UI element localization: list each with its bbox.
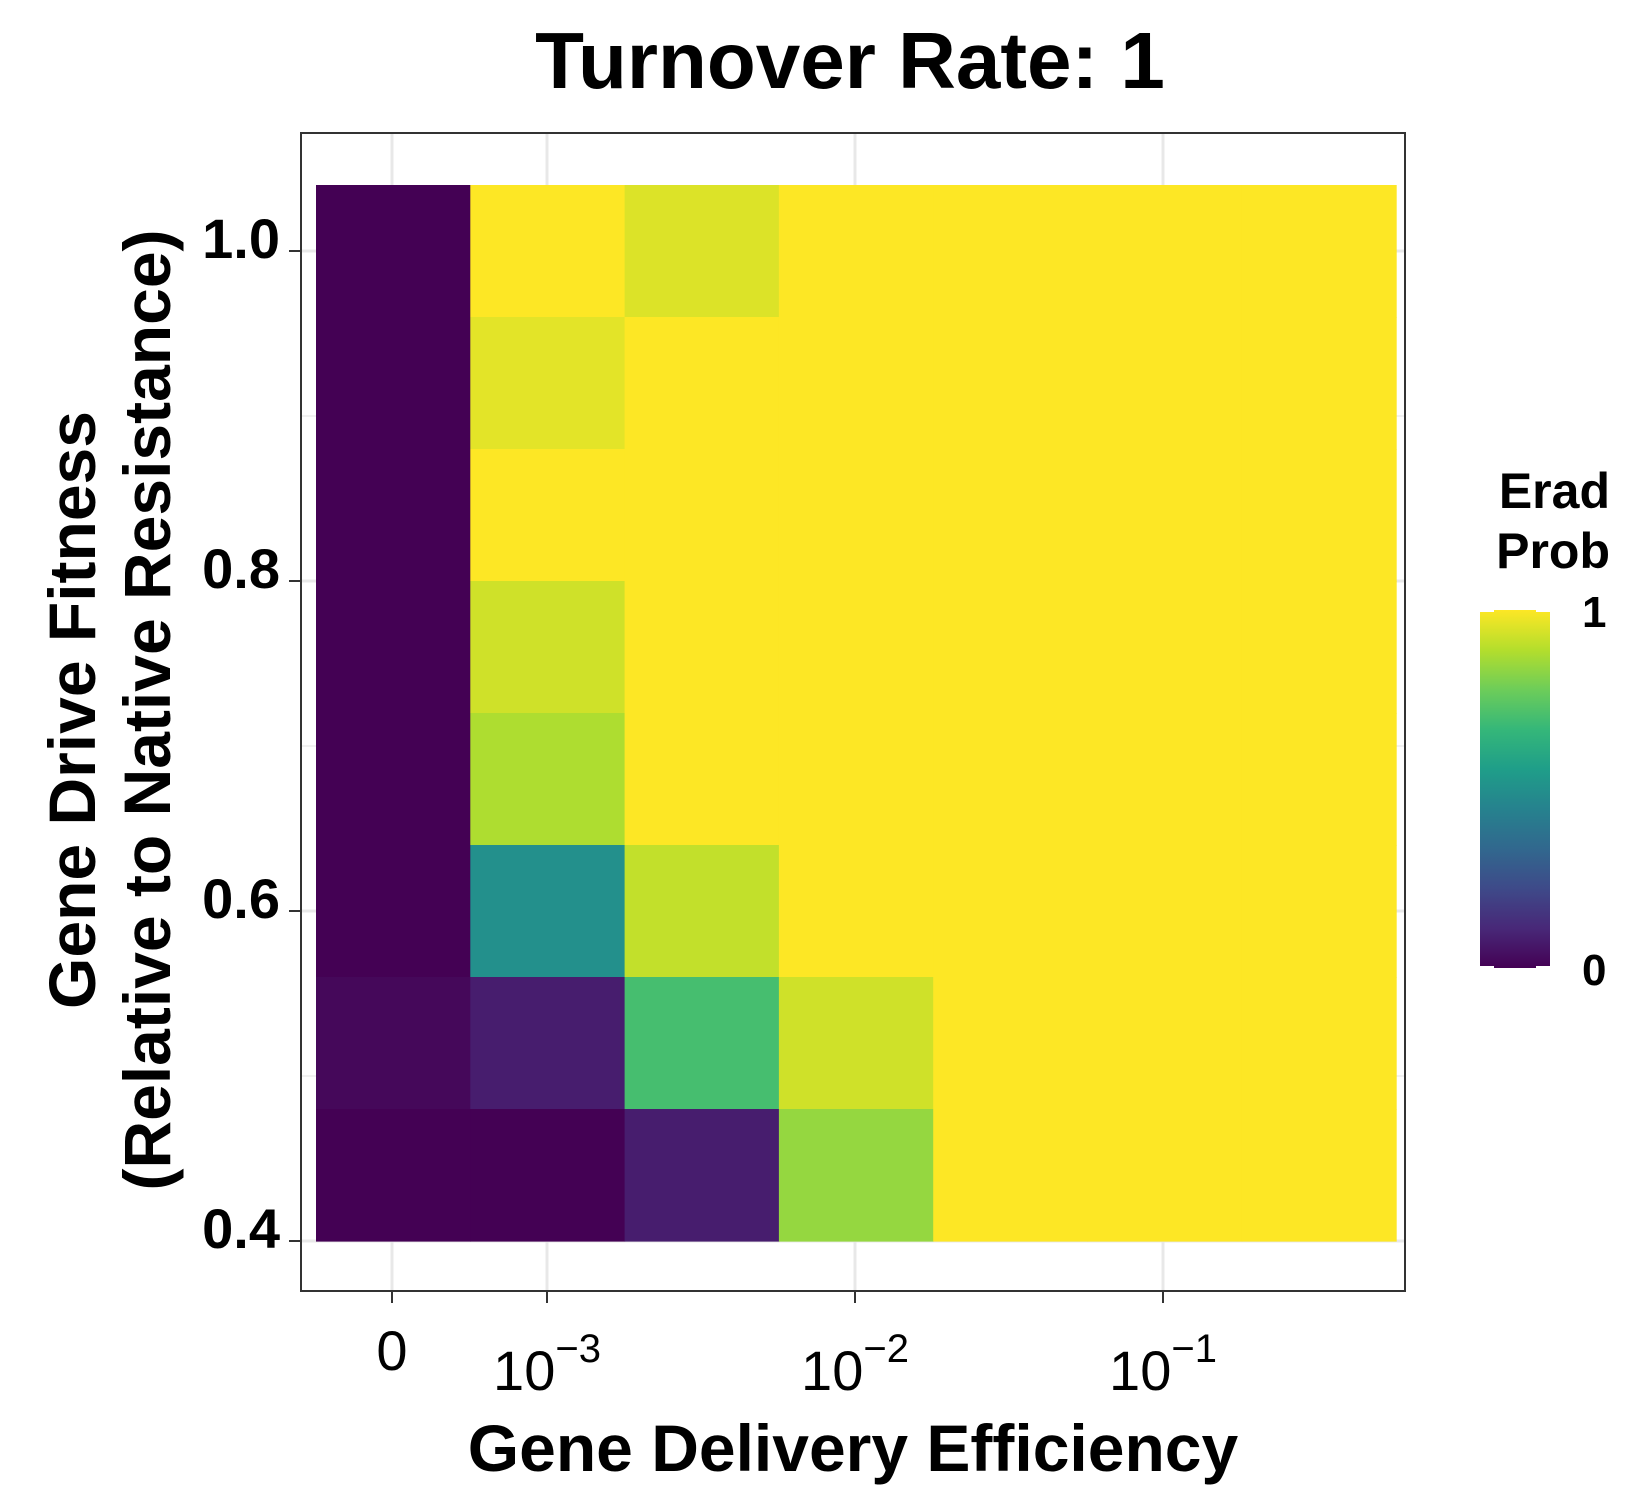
- legend-title-line-2: Prob: [1496, 523, 1610, 579]
- heatmap-cell: [933, 581, 1089, 714]
- heatmap-cell: [470, 977, 626, 1110]
- y-axis-title-line-1: Gene Drive Fitness: [35, 411, 109, 1009]
- y-tick-label: 0.4: [202, 1197, 280, 1260]
- legend-min-label: 0: [1582, 946, 1606, 995]
- heatmap-cell: [316, 977, 471, 1110]
- heatmap-cell: [316, 1109, 471, 1242]
- heatmap-cell: [933, 317, 1089, 450]
- heatmap-cell: [933, 977, 1089, 1110]
- x-tick-marks: [391, 1291, 1164, 1303]
- heatmap-cell: [316, 845, 471, 978]
- x-tick-base: 10: [1109, 1339, 1171, 1402]
- heatmap-cell: [624, 449, 780, 582]
- heatmap-cell: [1087, 845, 1243, 978]
- x-tick-exponent: −2: [863, 1327, 909, 1371]
- heatmap-cell: [1241, 845, 1397, 978]
- x-axis: 0 10−3 10−2 10−1: [376, 1291, 1217, 1402]
- heatmap-cell: [778, 581, 934, 714]
- heatmap-cell: [1241, 977, 1397, 1110]
- y-tick-label: 0.6: [202, 867, 280, 930]
- heatmap-cell: [933, 185, 1089, 318]
- heatmap-cell: [1087, 317, 1243, 450]
- heatmap-cell: [1087, 581, 1243, 714]
- heatmap-cell: [624, 317, 780, 450]
- x-tick-base: 10: [801, 1339, 863, 1402]
- x-tick-base: 0: [376, 1319, 407, 1382]
- heatmap-cell: [1087, 977, 1243, 1110]
- legend-max-label: 1: [1582, 588, 1606, 637]
- heatmap-cell: [316, 449, 471, 582]
- heatmap-cell: [470, 581, 626, 714]
- heatmap-cell: [1087, 1109, 1243, 1242]
- heatmap-cell: [470, 845, 626, 978]
- x-axis-title: Gene Delivery Efficiency: [468, 1411, 1239, 1485]
- heatmap-cell: [778, 713, 934, 846]
- heatmap-cell: [624, 1109, 780, 1242]
- heatmap-cell: [1087, 713, 1243, 846]
- legend-title-line-1: Erad: [1499, 463, 1610, 519]
- heatmap-cell: [1241, 185, 1397, 318]
- heatmap-cell: [316, 185, 471, 318]
- heatmap-cell: [778, 317, 934, 450]
- x-tick-base: 10: [493, 1339, 555, 1402]
- y-tick-label: 0.8: [202, 537, 280, 600]
- chart-title: Turnover Rate: 1: [535, 16, 1165, 105]
- heatmap-cell: [933, 713, 1089, 846]
- heatmap-cell: [624, 977, 780, 1110]
- heatmap-cell: [470, 1109, 626, 1242]
- heatmap-cell: [624, 713, 780, 846]
- heatmap-cells: [316, 185, 1397, 1242]
- x-tick-label: 0: [376, 1319, 407, 1382]
- heatmap-cell: [470, 713, 626, 846]
- x-tick-exponent: −3: [555, 1327, 601, 1371]
- heatmap-cell: [933, 845, 1089, 978]
- y-axis-title-line-2: (Relative to Native Resistance): [110, 229, 184, 1190]
- heatmap-cell: [470, 185, 626, 318]
- x-tick-label: 10−3: [493, 1327, 601, 1402]
- heatmap-cell: [778, 1109, 934, 1242]
- heatmap-cell: [1241, 1109, 1397, 1242]
- heatmap-cell: [778, 977, 934, 1110]
- heatmap-cell: [933, 449, 1089, 582]
- x-tick-label: 10−2: [801, 1327, 909, 1402]
- heatmap-cell: [1087, 449, 1243, 582]
- heatmap-cell: [624, 845, 780, 978]
- colorbar-legend: Erad Prob 1 0: [1480, 463, 1610, 995]
- heatmap-cell: [1241, 449, 1397, 582]
- heatmap-cell: [624, 581, 780, 714]
- heatmap-cell: [1241, 713, 1397, 846]
- heatmap-cell: [316, 581, 471, 714]
- y-axis-title: Gene Drive Fitness (Relative to Native R…: [35, 229, 184, 1190]
- heatmap-cell: [316, 713, 471, 846]
- y-tick-marks: [289, 250, 301, 1242]
- x-tick-label: 10−1: [1109, 1327, 1217, 1402]
- heatmap-cell: [1087, 185, 1243, 318]
- heatmap-cell: [933, 1109, 1089, 1242]
- heatmap-cell: [778, 185, 934, 318]
- heatmap-cell: [470, 449, 626, 582]
- y-axis: 1.0 0.8 0.6 0.4: [202, 207, 301, 1260]
- colorbar: [1480, 610, 1550, 968]
- y-tick-label: 1.0: [202, 207, 280, 270]
- x-tick-exponent: −1: [1171, 1327, 1217, 1371]
- plot-panel-border: [300, 132, 1406, 1292]
- heatmap-cell: [470, 317, 626, 450]
- heatmap-cell: [778, 845, 934, 978]
- heatmap-cell: [1241, 317, 1397, 450]
- heatmap-cell: [1241, 581, 1397, 714]
- heatmap-cell: [778, 449, 934, 582]
- heatmap-cell: [316, 317, 471, 450]
- heatmap-cell: [624, 185, 780, 318]
